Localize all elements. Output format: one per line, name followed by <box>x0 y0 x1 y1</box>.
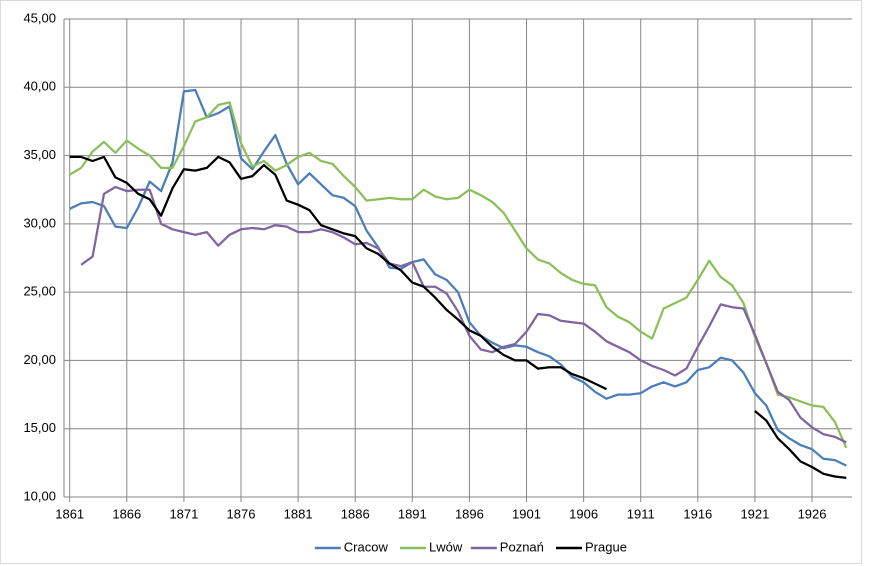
series-line <box>69 88 847 467</box>
x-tick-label: 1876 <box>227 506 256 521</box>
x-tick-label: 1866 <box>112 506 141 521</box>
y-tick-label: 10,00 <box>23 488 56 503</box>
x-tick-label: 1906 <box>569 506 598 521</box>
x-tick-label: 1896 <box>455 506 484 521</box>
x-tick-label: 1886 <box>341 506 370 521</box>
x-tick-label: 1926 <box>798 506 827 521</box>
x-tick-label: 1901 <box>512 506 541 521</box>
legend-label: Cracow <box>344 539 389 554</box>
legend-label: Prague <box>585 539 627 554</box>
x-tick-label: 1861 <box>55 506 84 521</box>
x-tick-label: 1881 <box>284 506 313 521</box>
y-tick-label: 15,00 <box>23 420 56 435</box>
x-tick-label: 1911 <box>627 506 655 521</box>
x-tick-label: 1921 <box>740 506 769 521</box>
y-tick-label: 25,00 <box>23 284 56 299</box>
legend-label: Poznań <box>500 539 544 554</box>
x-tick-label: 1891 <box>398 506 427 521</box>
y-tick-label: 20,00 <box>23 352 56 367</box>
legend-label: Lwów <box>429 539 463 554</box>
x-tick-label: 1871 <box>169 506 198 521</box>
series-line <box>69 155 847 480</box>
y-tick-label: 35,00 <box>23 147 56 162</box>
series-line <box>69 101 848 449</box>
y-tick-label: 45,00 <box>23 10 56 25</box>
y-tick-label: 40,00 <box>23 79 56 94</box>
x-tick-label: 1916 <box>683 506 712 521</box>
y-tick-label: 30,00 <box>23 215 56 230</box>
